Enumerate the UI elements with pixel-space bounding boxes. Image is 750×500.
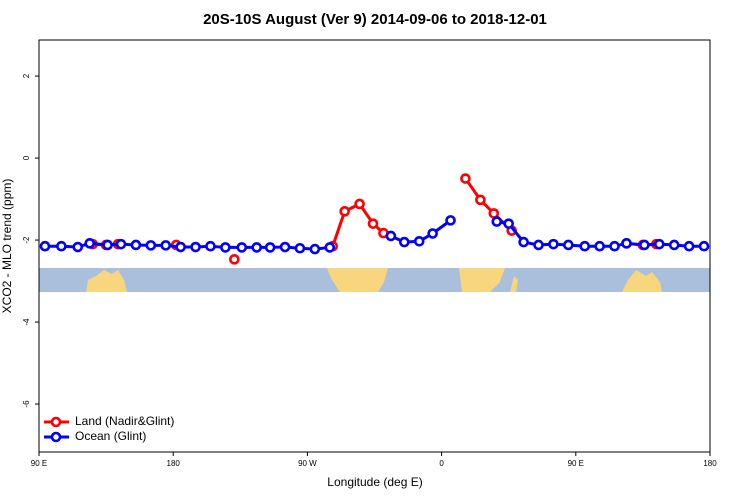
x-tick-label: 90 E (31, 459, 47, 468)
data-point (639, 239, 650, 251)
data-point (56, 240, 67, 252)
data-point (175, 241, 186, 253)
x-tick-label: 90 W (298, 459, 317, 468)
data-point (594, 240, 605, 252)
data-point (339, 206, 350, 217)
data-point (115, 238, 127, 250)
land-patch (327, 268, 388, 292)
data-point (668, 239, 680, 251)
data-point (563, 239, 574, 251)
x-axis-label: Longitude (deg E) (327, 475, 422, 489)
data-point (579, 240, 591, 252)
data-point (264, 242, 276, 253)
data-point (229, 254, 240, 265)
data-point (367, 218, 379, 229)
data-point (294, 242, 306, 254)
x-tick-label: 0 (439, 459, 444, 468)
legend-label: Ocean (Glint) (75, 429, 146, 443)
data-point (491, 216, 503, 227)
data-point (190, 241, 201, 253)
plot-frame (38, 39, 711, 453)
y-tick-label: -6 (22, 400, 31, 408)
data-point (399, 236, 410, 248)
data-point (503, 218, 515, 229)
data-point (205, 240, 216, 252)
data-point (548, 238, 559, 250)
data-point (251, 242, 263, 253)
data-point (445, 215, 456, 226)
chart-title: 20S-10S August (Ver 9) 2014-09-06 to 201… (203, 11, 547, 28)
data-point (39, 240, 51, 252)
x-tick-label: 90 E (568, 459, 584, 468)
y-tick-label: -2 (22, 236, 31, 244)
data-point (84, 238, 95, 249)
data-point (475, 194, 486, 206)
legend-marker (50, 431, 62, 443)
data-point (698, 240, 710, 252)
land-patch (86, 270, 127, 292)
legend: Land (Nadir&Glint)Ocean (Glint) (44, 414, 174, 443)
data-point (621, 238, 632, 249)
map-strip (39, 268, 710, 292)
data-point (160, 240, 172, 251)
land-patch (622, 270, 662, 292)
data-point (324, 242, 336, 253)
data-point (220, 242, 231, 253)
land-patch (459, 268, 518, 292)
data-point (427, 228, 438, 239)
data-point (145, 240, 157, 251)
data-point (518, 236, 529, 248)
legend-label: Land (Nadir&Glint) (75, 414, 174, 428)
data-point (533, 239, 544, 251)
y-axis-label: XCO2 - MLO trend (ppm) (0, 179, 14, 314)
data-point (279, 241, 291, 253)
data-point (609, 240, 620, 252)
data-point (413, 235, 425, 247)
data-point (72, 241, 84, 253)
data-point (309, 243, 321, 255)
data-point (654, 238, 665, 250)
legend-marker (50, 416, 62, 428)
data-point (460, 173, 471, 184)
data-point (236, 242, 248, 253)
data-point (130, 239, 142, 251)
data-point (683, 240, 695, 252)
data-point (102, 239, 113, 251)
y-tick-label: -4 (22, 318, 31, 326)
data-point (354, 198, 365, 210)
x-tick-label: 180 (703, 459, 717, 468)
x-tick-label: 180 (167, 459, 181, 468)
y-tick-label: 2 (22, 73, 31, 78)
data-point (488, 208, 500, 219)
data-point (385, 230, 397, 242)
y-tick-label: 0 (22, 155, 31, 160)
